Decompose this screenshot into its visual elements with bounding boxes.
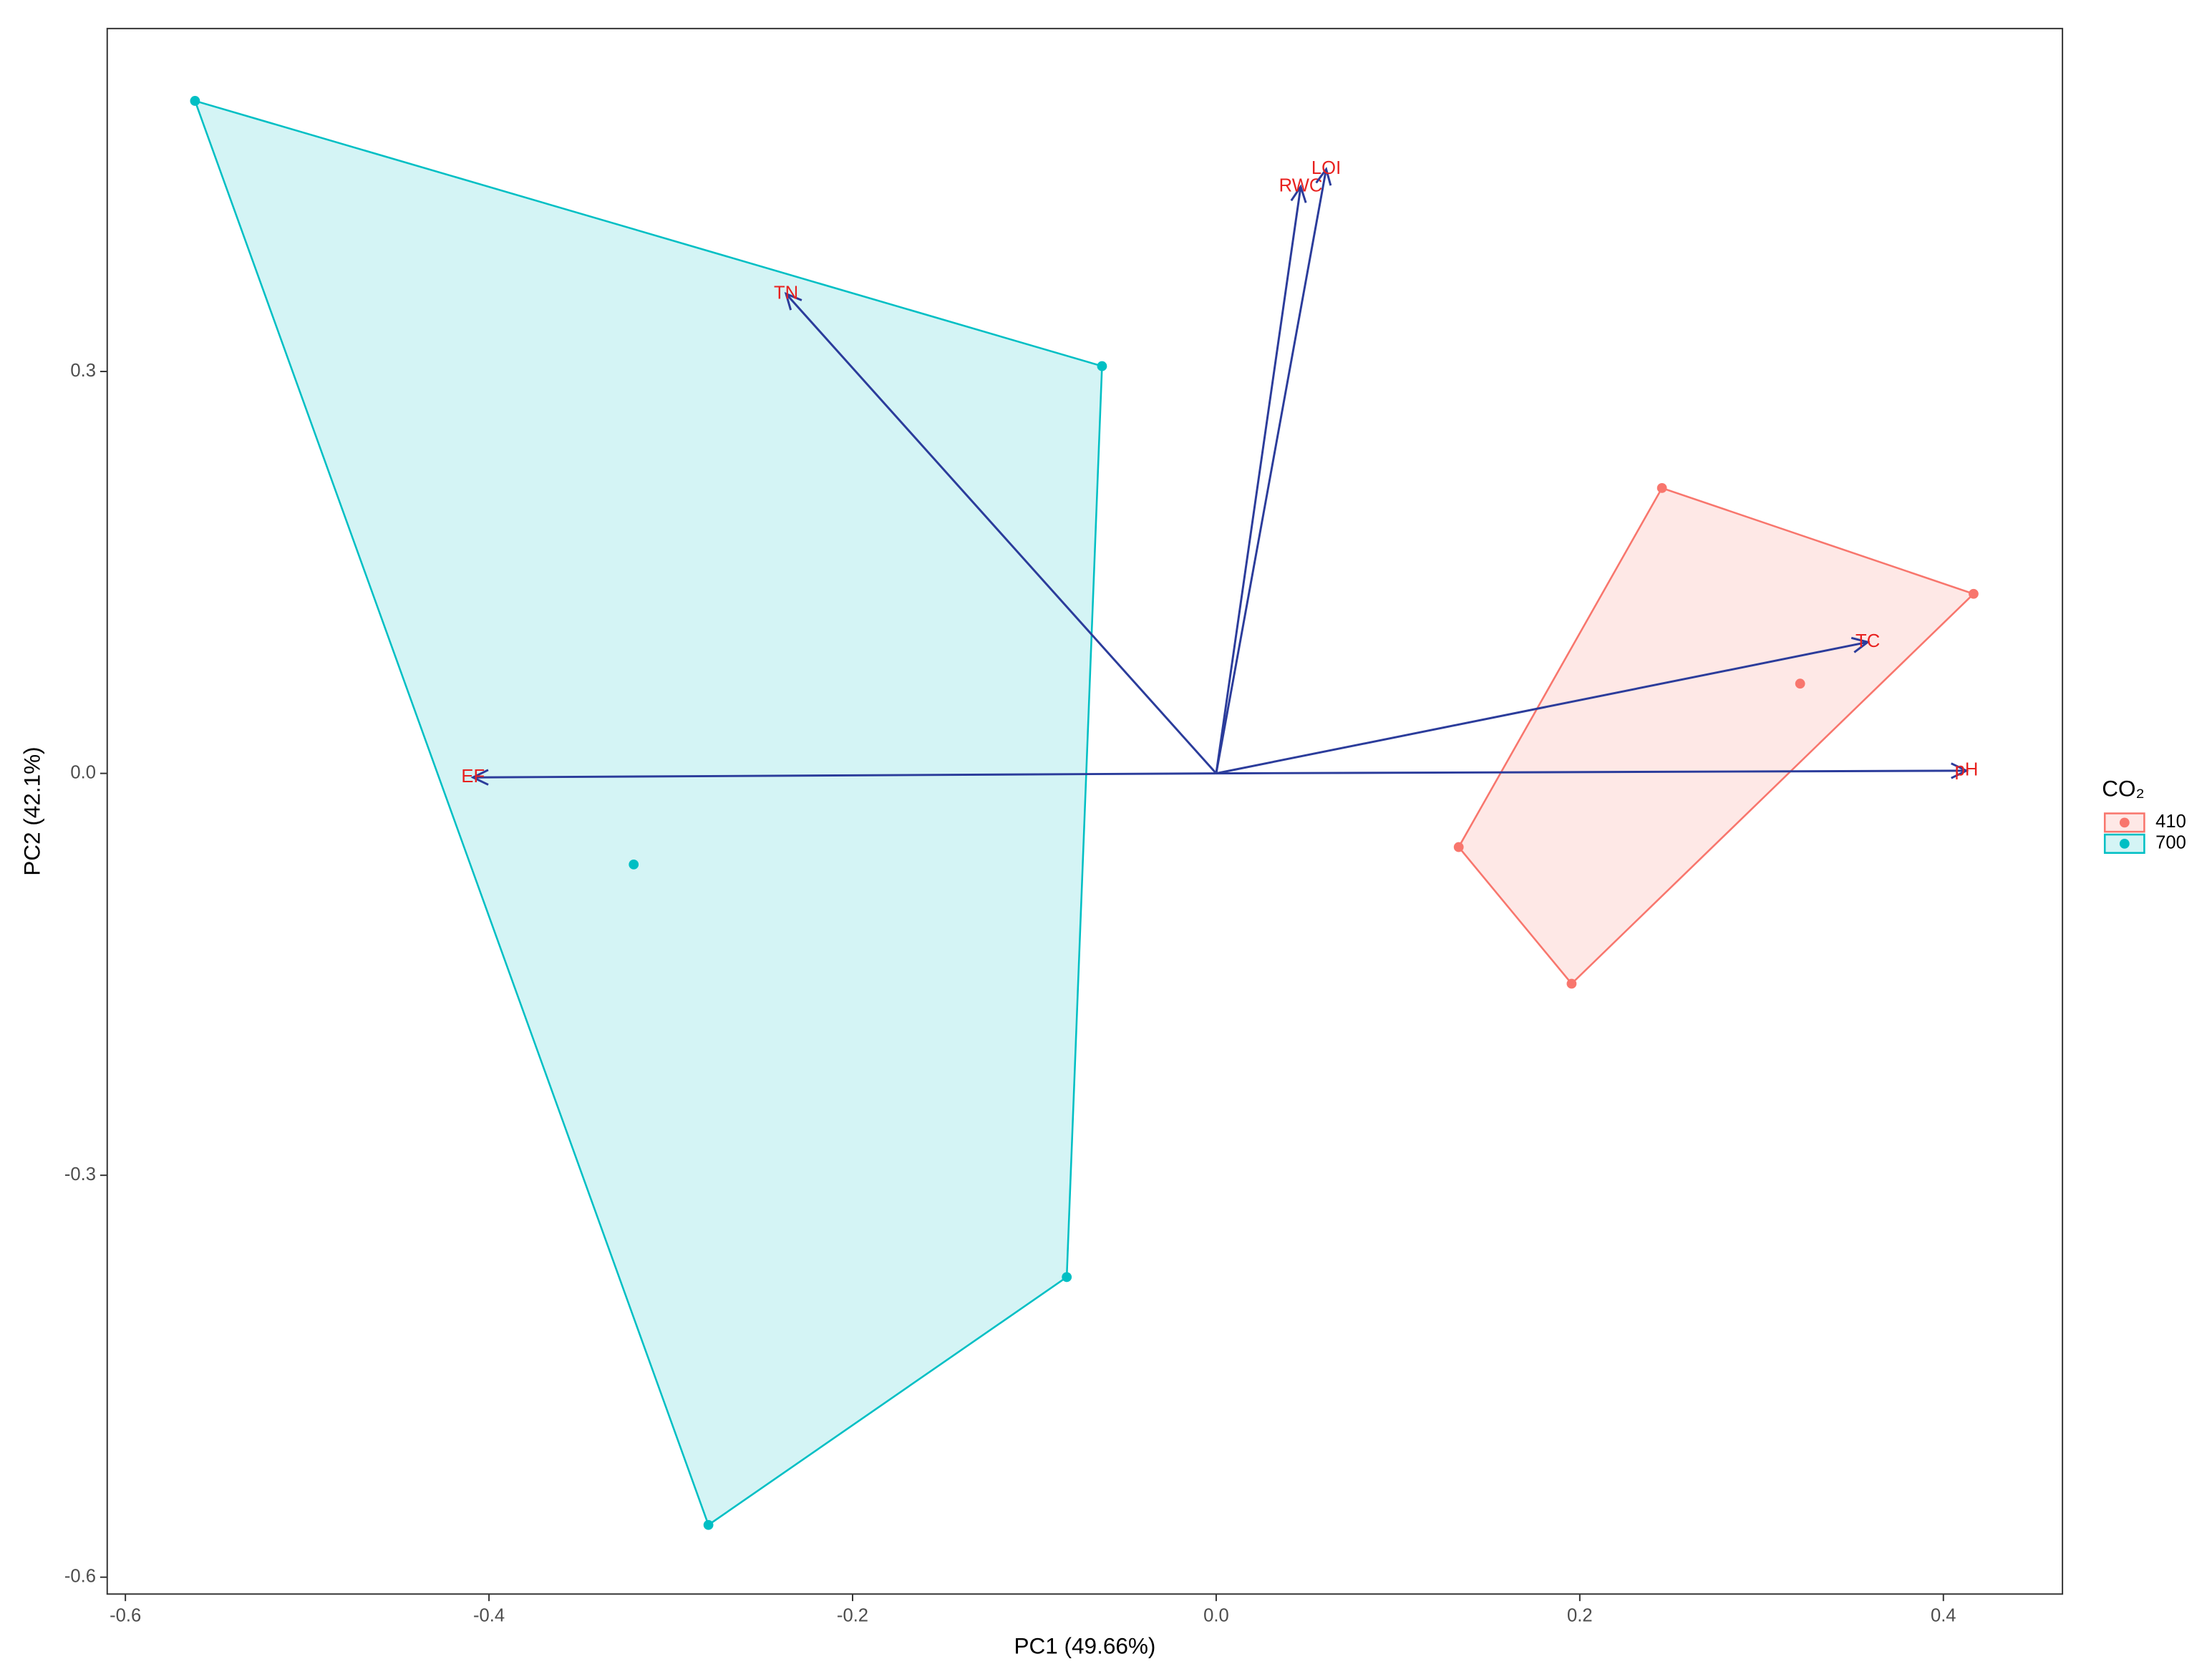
legend-label: 410 <box>2155 812 2186 832</box>
loading-label: TC <box>1856 631 1880 651</box>
loading-arrow <box>785 293 1218 774</box>
loading-label: EF <box>461 766 485 787</box>
x-tick-label: 0.4 <box>1931 1606 1956 1626</box>
y-tick-label: -0.3 <box>64 1164 96 1184</box>
loading-arrow <box>1216 641 1868 775</box>
x-axis-title: PC1 (49.66%) <box>1014 1633 1155 1659</box>
loading-arrow <box>1215 169 1328 774</box>
point <box>703 1519 714 1530</box>
point <box>1969 588 1979 599</box>
point <box>190 96 200 106</box>
loading-label: RWC <box>1279 176 1323 196</box>
point <box>629 860 639 870</box>
arrow-head <box>784 291 802 311</box>
point <box>1795 678 1805 689</box>
loading-label: TN <box>774 283 798 303</box>
x-tick-label: -0.2 <box>837 1606 868 1626</box>
legend-label: 700 <box>2155 833 2186 853</box>
loading-arrow <box>472 772 1216 779</box>
y-axis-title: PC2 (42.1%) <box>19 746 45 875</box>
point <box>1062 1272 1072 1283</box>
legend-title: CO₂ <box>2102 775 2145 801</box>
x-tick-label: -0.6 <box>110 1606 141 1626</box>
y-tick-label: -0.6 <box>64 1566 96 1586</box>
arrow-head <box>1315 167 1332 186</box>
loading-arrow <box>1216 769 1967 775</box>
x-tick-label: 0.0 <box>1203 1606 1229 1626</box>
arrow-head <box>1290 184 1307 203</box>
loading-arrow <box>1215 186 1302 774</box>
legend-point <box>2119 817 2130 828</box>
arrow-head <box>1951 762 1969 779</box>
arrow-head <box>470 769 489 786</box>
point <box>1097 361 1107 371</box>
loading-label: pH <box>1955 760 1979 780</box>
loading-label: LOI <box>1311 158 1341 178</box>
point <box>1453 842 1464 852</box>
point <box>1566 978 1577 989</box>
y-tick-label: 0.0 <box>70 762 96 782</box>
x-tick-label: 0.2 <box>1567 1606 1593 1626</box>
x-tick-label: -0.4 <box>473 1606 505 1626</box>
point <box>1656 483 1667 493</box>
arrow-head <box>1850 636 1871 653</box>
legend-point <box>2119 839 2130 849</box>
y-tick-label: 0.3 <box>70 361 96 381</box>
